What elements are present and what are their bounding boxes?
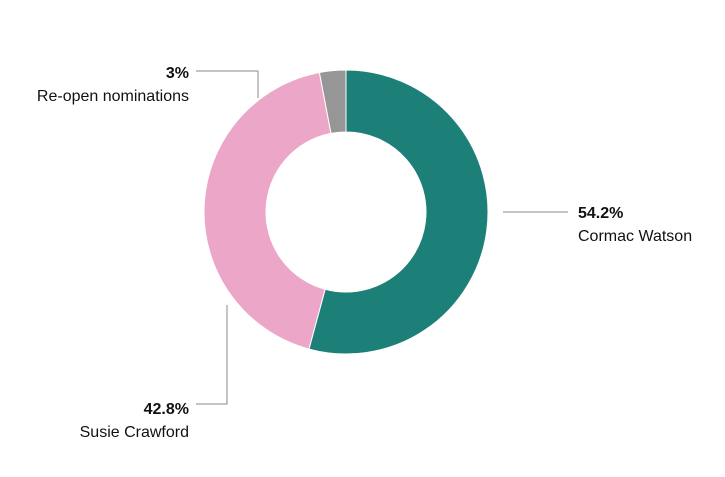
slice-value-re-open-nominations: 3%	[166, 65, 189, 82]
slice-label-cormac-watson: Cormac Watson	[578, 228, 692, 245]
donut-slices	[203, 69, 489, 355]
slice-label-re-open-nominations: Re-open nominations	[37, 88, 189, 105]
leader-line-re-open-nominations	[196, 70, 259, 98]
slice-cormac-watson	[308, 69, 489, 355]
slice-susie-crawford	[203, 71, 332, 350]
slice-label-susie-crawford: Susie Crawford	[80, 424, 189, 441]
slice-value-cormac-watson: 54.2%	[578, 205, 623, 222]
slice-value-susie-crawford: 42.8%	[144, 401, 189, 418]
slice-re-open-nominations	[318, 69, 347, 135]
leader-line-susie-crawford	[196, 305, 228, 405]
